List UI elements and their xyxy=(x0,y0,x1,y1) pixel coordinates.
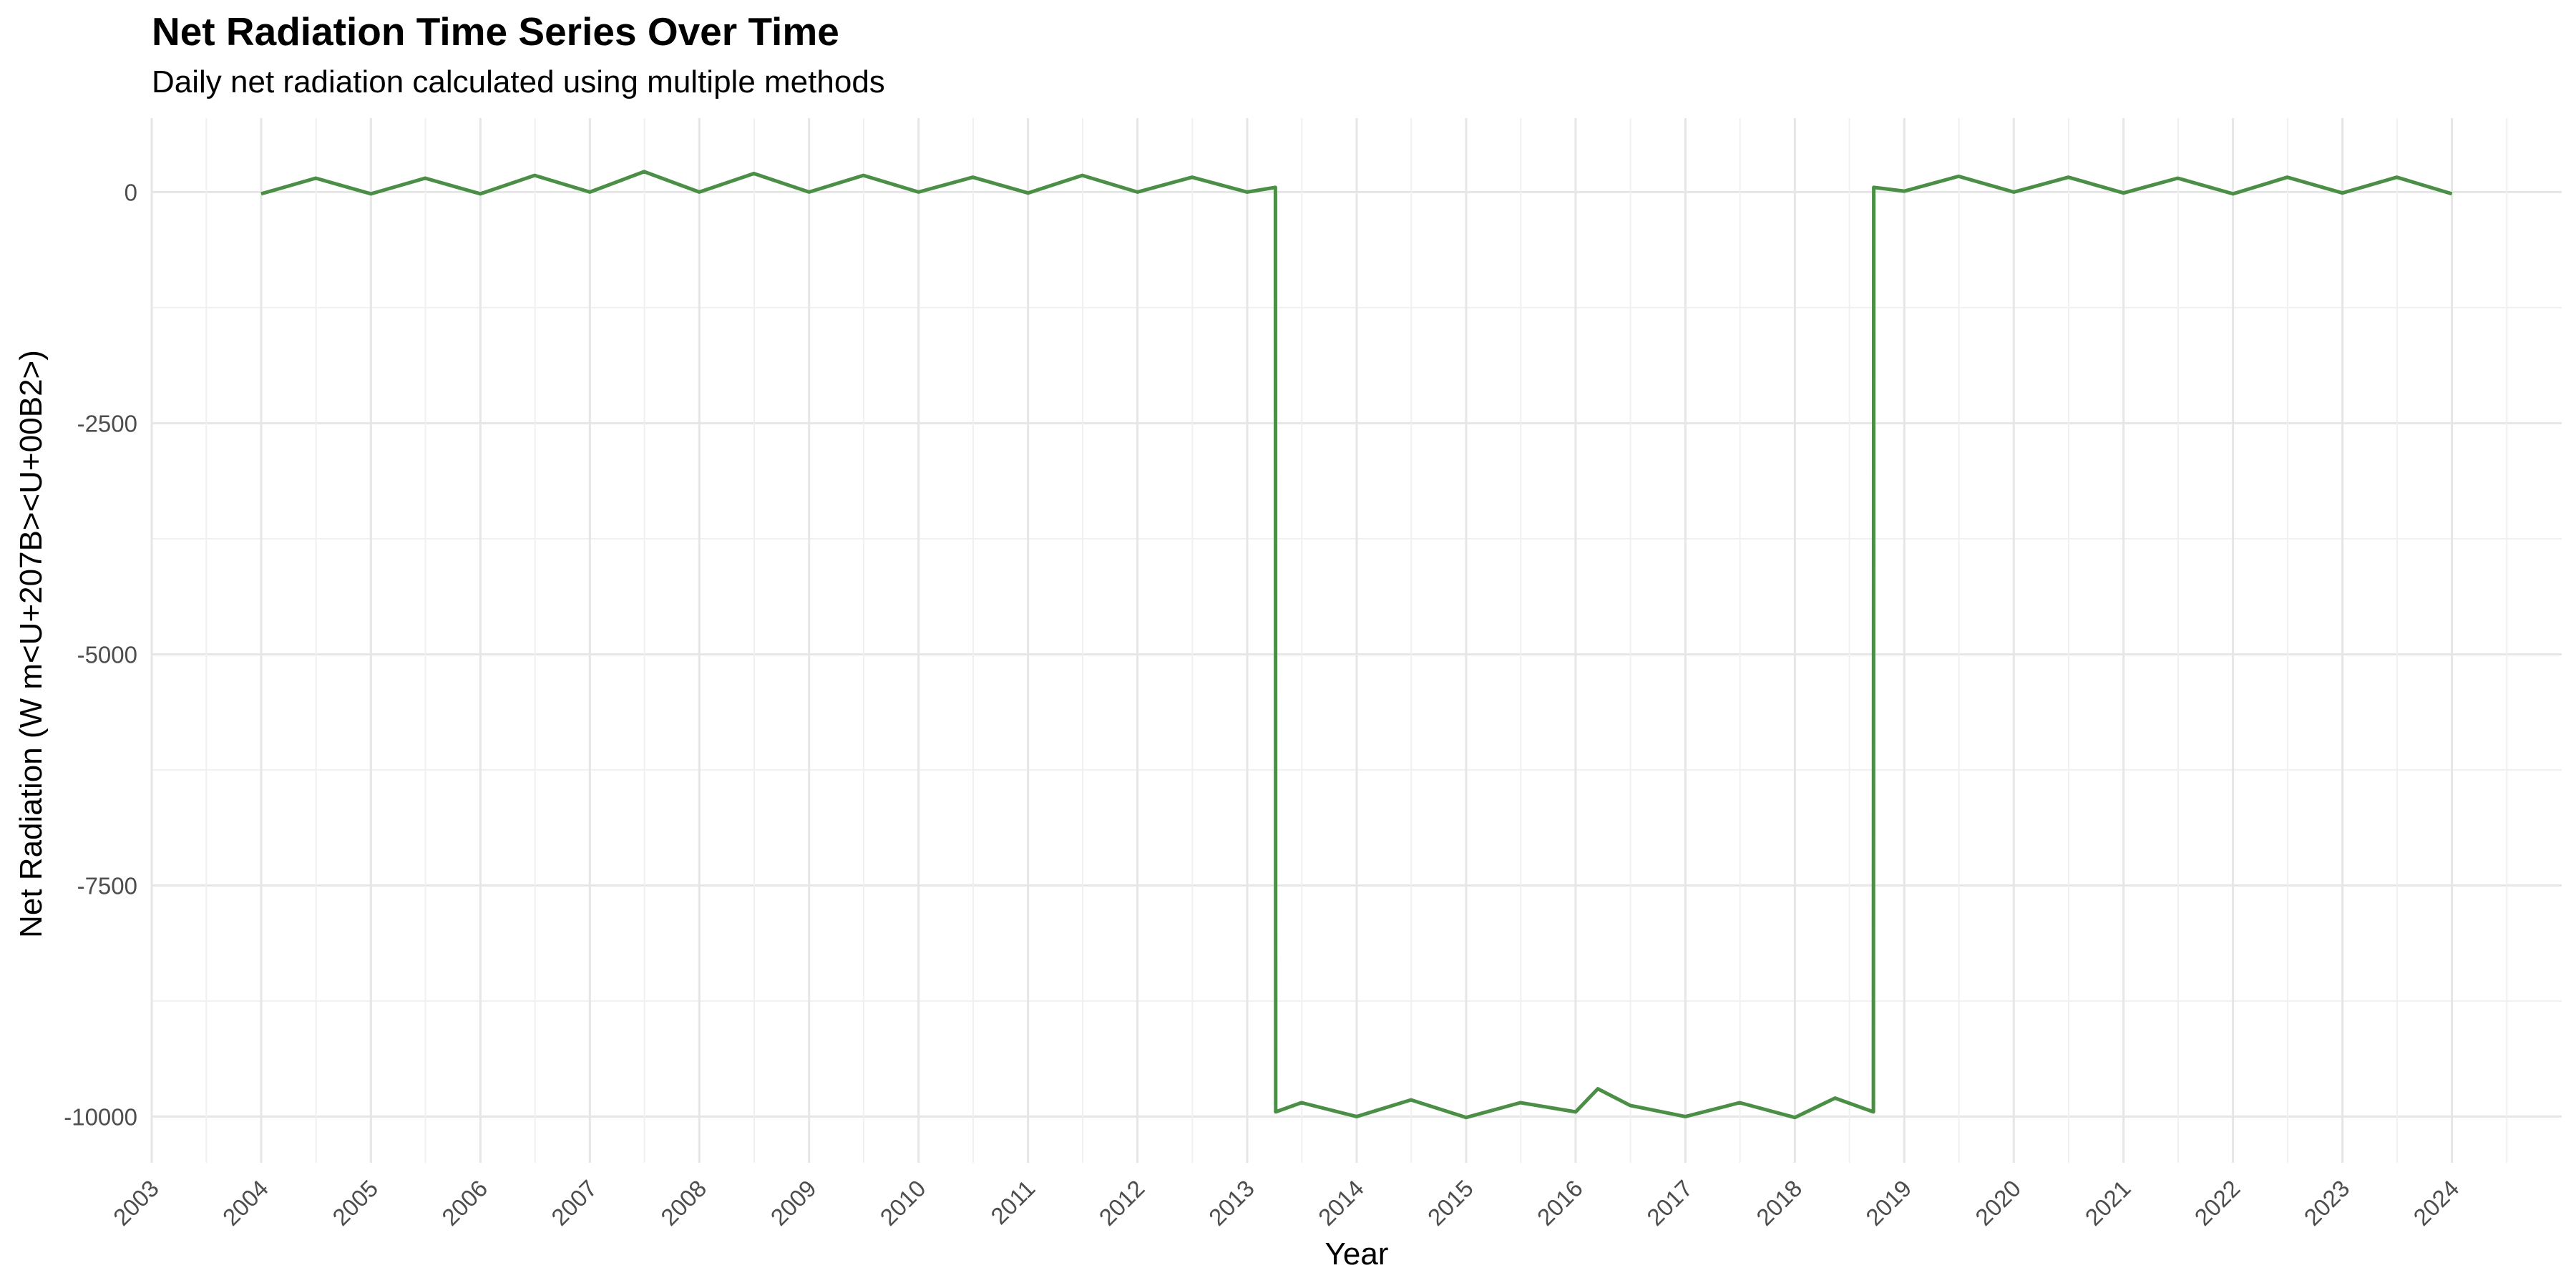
x-tick-label: 2011 xyxy=(985,1175,1040,1229)
chart-subtitle: Daily net radiation calculated using mul… xyxy=(152,64,885,99)
grid xyxy=(150,118,2562,1163)
y-axis-title: Net Radiation (W m<U+207B><U+00B2>) xyxy=(14,350,49,938)
x-tick-label: 2022 xyxy=(2190,1175,2245,1231)
x-tick-label: 2015 xyxy=(1423,1175,1478,1231)
y-tick-labels: 0 -2500 -5000 -7500 -10000 xyxy=(64,179,137,1130)
chart-title: Net Radiation Time Series Over Time xyxy=(152,9,839,54)
x-tick-label: 2006 xyxy=(436,1175,492,1231)
x-tick-label: 2007 xyxy=(546,1175,602,1231)
x-tick-label: 2010 xyxy=(875,1175,931,1231)
x-tick-labels: 2003 2004 2005 2006 2007 2008 2009 2010 2011 2012… xyxy=(108,1175,2464,1231)
x-axis-title: Year xyxy=(1325,1236,1389,1272)
x-tick-label: 2019 xyxy=(1860,1175,1916,1231)
x-tick-label: 2012 xyxy=(1093,1175,1149,1231)
y-tick-label: 0 xyxy=(125,179,137,205)
x-tick-label: 2009 xyxy=(766,1175,821,1231)
x-tick-label: 2023 xyxy=(2298,1175,2354,1231)
x-tick-label: 2003 xyxy=(108,1175,164,1231)
x-tick-label: 2024 xyxy=(2408,1175,2464,1231)
x-tick-label: 2004 xyxy=(218,1175,273,1231)
x-tick-label: 2013 xyxy=(1204,1175,1259,1231)
x-tick-label: 2017 xyxy=(1641,1175,1697,1231)
y-tick-label: -10000 xyxy=(64,1103,137,1130)
x-tick-label: 2016 xyxy=(1532,1175,1588,1231)
y-tick-label: -7500 xyxy=(77,872,137,899)
series-layer xyxy=(260,170,2453,1120)
x-tick-label: 2021 xyxy=(2080,1175,2136,1231)
x-tick-label: 2008 xyxy=(655,1175,711,1231)
series-line xyxy=(260,170,2453,1120)
x-tick-label: 2005 xyxy=(327,1175,383,1231)
y-tick-label: -2500 xyxy=(77,410,137,436)
y-tick-label: -5000 xyxy=(77,641,137,668)
x-tick-label: 2020 xyxy=(1970,1175,2026,1231)
x-tick-label: 2018 xyxy=(1751,1175,1807,1231)
x-tick-label: 2014 xyxy=(1313,1175,1369,1231)
